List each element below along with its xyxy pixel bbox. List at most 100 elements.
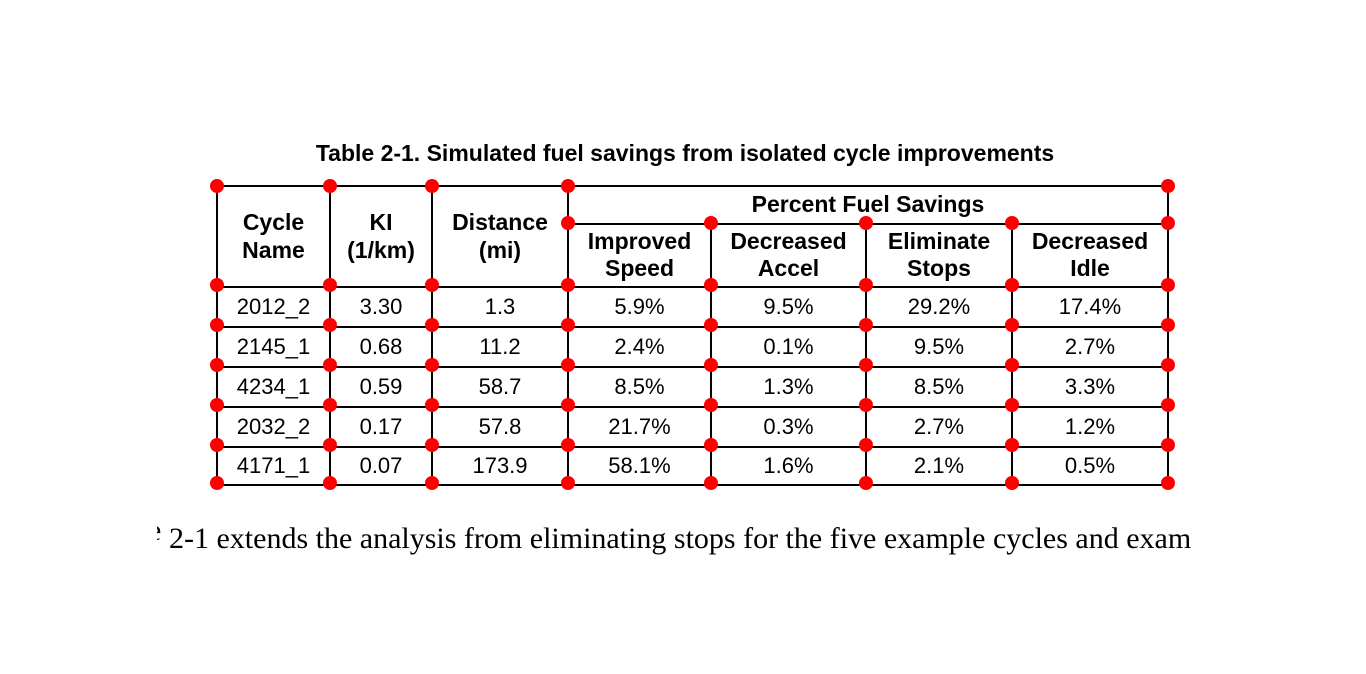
cell-improved-speed: 5.9% (567, 286, 712, 328)
cell-ki: 0.17 (329, 406, 433, 448)
grid-marker[interactable] (323, 398, 337, 412)
grid-marker[interactable] (561, 278, 575, 292)
grid-marker[interactable] (704, 438, 718, 452)
grid-marker[interactable] (323, 438, 337, 452)
cell-eliminate-stops: 8.5% (865, 366, 1013, 408)
grid-marker[interactable] (425, 318, 439, 332)
grid-marker[interactable] (561, 398, 575, 412)
grid-marker[interactable] (859, 318, 873, 332)
cell-ki: 0.59 (329, 366, 433, 408)
cell-decreased-idle: 3.3% (1011, 366, 1169, 408)
grid-marker[interactable] (1005, 278, 1019, 292)
grid-marker[interactable] (1005, 358, 1019, 372)
grid-marker[interactable] (561, 216, 575, 230)
cell-ki: 0.07 (329, 446, 433, 486)
cell-improved-speed: 8.5% (567, 366, 712, 408)
grid-marker[interactable] (1005, 398, 1019, 412)
cell-decreased-accel: 0.3% (710, 406, 867, 448)
cell-decreased-accel: 0.1% (710, 326, 867, 368)
header-decreased-accel: Decreased Accel (710, 222, 867, 289)
cell-distance: 1.3 (431, 286, 569, 328)
header-decreased-idle: Decreased Idle (1011, 222, 1169, 289)
cell-decreased-idle: 0.5% (1011, 446, 1169, 486)
cell-distance: 58.7 (431, 366, 569, 408)
table-row: 4171_1 0.07 173.9 58.1% 1.6% 2.1% 0.5% (216, 446, 1169, 486)
grid-marker[interactable] (323, 476, 337, 490)
grid-marker[interactable] (859, 398, 873, 412)
grid-marker[interactable] (704, 216, 718, 230)
grid-marker[interactable] (1161, 179, 1175, 193)
grid-marker[interactable] (210, 278, 224, 292)
cell-eliminate-stops: 29.2% (865, 286, 1013, 328)
cell-ki: 3.30 (329, 286, 433, 328)
grid-marker[interactable] (1005, 438, 1019, 452)
grid-marker[interactable] (859, 476, 873, 490)
grid-marker[interactable] (323, 358, 337, 372)
table-row: 4234_1 0.59 58.7 8.5% 1.3% 8.5% 3.3% (216, 366, 1169, 408)
grid-marker[interactable] (1161, 476, 1175, 490)
header-distance: Distance (mi) (431, 185, 569, 288)
cell-eliminate-stops: 2.1% (865, 446, 1013, 486)
grid-marker[interactable] (704, 358, 718, 372)
grid-marker[interactable] (1005, 476, 1019, 490)
cell-decreased-idle: 17.4% (1011, 286, 1169, 328)
cell-eliminate-stops: 9.5% (865, 326, 1013, 368)
grid-marker[interactable] (1005, 216, 1019, 230)
grid-marker[interactable] (425, 398, 439, 412)
cell-eliminate-stops: 2.7% (865, 406, 1013, 448)
grid-marker[interactable] (561, 438, 575, 452)
grid-marker[interactable] (425, 179, 439, 193)
grid-marker[interactable] (323, 318, 337, 332)
fuel-savings-table: Cycle Name KI (1/km) Distance (mi) Perce… (216, 185, 1169, 486)
cell-distance: 57.8 (431, 406, 569, 448)
grid-marker[interactable] (859, 438, 873, 452)
grid-marker[interactable] (859, 278, 873, 292)
header-improved-speed: Improved Speed (567, 222, 712, 289)
grid-marker[interactable] (704, 318, 718, 332)
grid-marker[interactable] (323, 179, 337, 193)
cell-improved-speed: 58.1% (567, 446, 712, 486)
grid-marker[interactable] (1161, 358, 1175, 372)
cell-improved-speed: 2.4% (567, 326, 712, 368)
grid-marker[interactable] (210, 398, 224, 412)
grid-marker[interactable] (425, 438, 439, 452)
body-text: e2-1 extends the analysis from eliminati… (157, 514, 1191, 556)
grid-marker[interactable] (561, 179, 575, 193)
grid-marker[interactable] (210, 179, 224, 193)
header-cycle-name: Cycle Name (216, 185, 331, 288)
grid-marker[interactable] (704, 278, 718, 292)
grid-marker[interactable] (859, 358, 873, 372)
grid-marker[interactable] (1161, 278, 1175, 292)
grid-marker[interactable] (704, 476, 718, 490)
grid-marker[interactable] (1161, 398, 1175, 412)
cell-decreased-accel: 9.5% (710, 286, 867, 328)
grid-marker[interactable] (323, 278, 337, 292)
grid-marker[interactable] (210, 358, 224, 372)
cell-decreased-idle: 2.7% (1011, 326, 1169, 368)
grid-marker[interactable] (561, 476, 575, 490)
cell-distance: 11.2 (431, 326, 569, 368)
grid-marker[interactable] (1161, 216, 1175, 230)
grid-marker[interactable] (210, 438, 224, 452)
grid-marker[interactable] (210, 318, 224, 332)
grid-marker[interactable] (561, 358, 575, 372)
grid-marker[interactable] (859, 216, 873, 230)
body-text-line: 2-1 extends the analysis from eliminatin… (169, 522, 1192, 555)
grid-marker[interactable] (425, 358, 439, 372)
grid-marker[interactable] (1005, 318, 1019, 332)
cell-ki: 0.68 (329, 326, 433, 368)
cell-decreased-idle: 1.2% (1011, 406, 1169, 448)
header-ki: KI (1/km) (329, 185, 433, 288)
grid-marker[interactable] (1161, 438, 1175, 452)
grid-marker[interactable] (704, 398, 718, 412)
cell-distance: 173.9 (431, 446, 569, 486)
grid-marker[interactable] (1161, 318, 1175, 332)
table-row: 2032_2 0.17 57.8 21.7% 0.3% 2.7% 1.2% (216, 406, 1169, 448)
cell-cycle-name: 4234_1 (216, 366, 331, 408)
grid-marker[interactable] (561, 318, 575, 332)
grid-marker[interactable] (425, 278, 439, 292)
table-row: 2145_1 0.68 11.2 2.4% 0.1% 9.5% 2.7% (216, 326, 1169, 368)
grid-marker[interactable] (210, 476, 224, 490)
grid-marker[interactable] (425, 476, 439, 490)
cell-decreased-accel: 1.3% (710, 366, 867, 408)
